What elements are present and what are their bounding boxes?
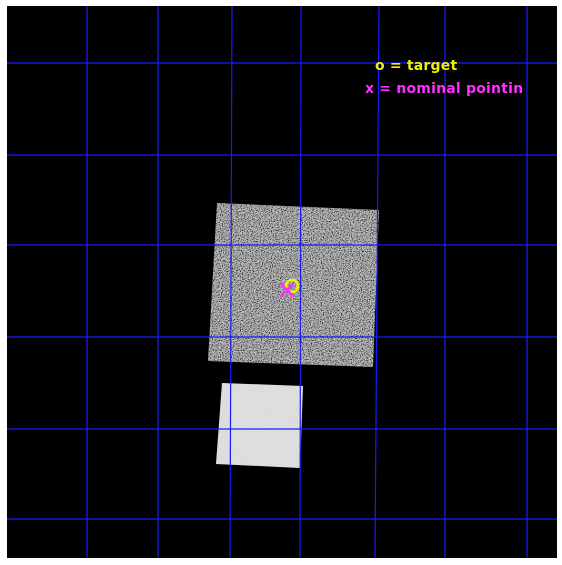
- legend-target-label: o = target: [375, 58, 458, 74]
- sky-image: [7, 6, 557, 558]
- grid-line-v: [229, 6, 233, 558]
- grid-line-v: [299, 6, 302, 558]
- detector-secondary: [216, 383, 303, 468]
- target-marker: [284, 278, 300, 294]
- sky-image-viewer[interactable]: o = target x = nominal pointin: [7, 6, 557, 558]
- nominal-pointing-marker: [279, 282, 295, 298]
- detector-secondary-noise: [216, 383, 303, 468]
- coordinate-grid: [7, 6, 557, 558]
- grid-line-v: [374, 6, 380, 558]
- legend-pointing-label: x = nominal pointin: [365, 81, 524, 97]
